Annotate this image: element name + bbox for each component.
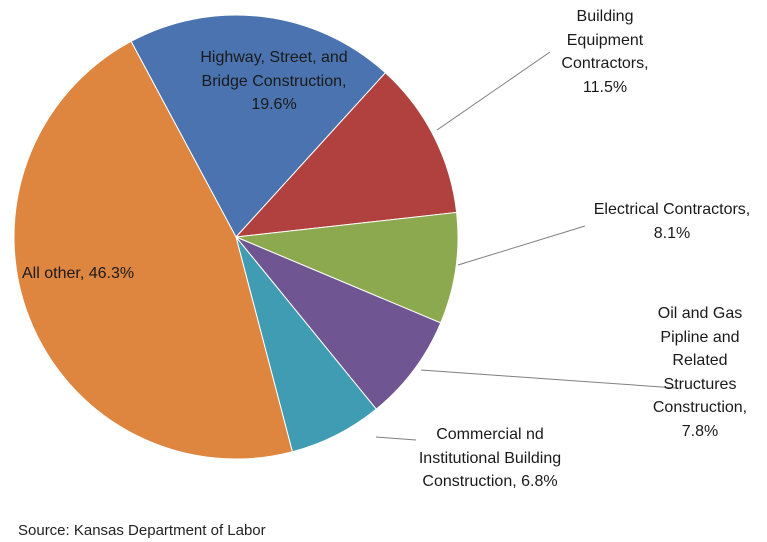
leader-line (457, 225, 586, 266)
data-label: Electrical Contractors, 8.1% (593, 201, 751, 242)
pie-slice (234, 211, 459, 324)
source-note: Source: Kansas Department of Labor (18, 522, 266, 539)
leader-line (420, 369, 677, 389)
pie-slice (130, 14, 387, 238)
data-label: All other, 46.3% (22, 265, 135, 282)
data-label: Oil and Gas Pipline and Related Structur… (652, 305, 748, 440)
leader-line (375, 436, 417, 441)
data-label: Highway, Street, and Bridge Construction… (200, 49, 348, 113)
leader-line (436, 51, 551, 131)
pie-slice (13, 40, 293, 460)
pie-slice (234, 72, 458, 238)
pie-slice (235, 236, 442, 410)
data-label: Commercial nd Institutional Building Con… (418, 426, 562, 490)
data-label: Building Equipment Contractors, 11.5% (561, 8, 649, 96)
